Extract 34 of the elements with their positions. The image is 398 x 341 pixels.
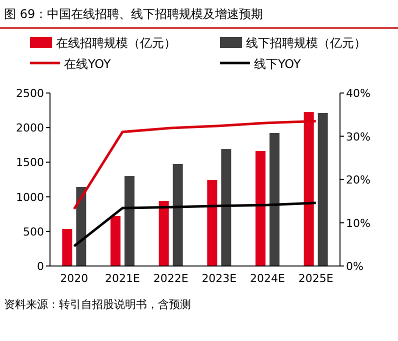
legend-label: 在线招聘规模（亿元） [56, 36, 176, 50]
bar [62, 228, 72, 266]
x-tick-label: 2020 [60, 272, 88, 285]
y2-tick-label: 30% [346, 130, 370, 144]
y-tick-label: 1500 [16, 156, 44, 170]
x-tick-label: 2025E [298, 272, 334, 285]
bar [110, 216, 120, 266]
y-tick-label: 500 [23, 225, 44, 238]
legend-label: 线下招聘规模（亿元） [246, 36, 366, 50]
y2-tick-label: 10% [346, 216, 370, 230]
y-tick-label: 2500 [16, 87, 44, 100]
bar [158, 200, 169, 266]
bar [207, 180, 218, 266]
y-tick-label: 1000 [16, 190, 44, 204]
y2-tick-label: 0% [346, 260, 364, 273]
x-tick-label: 2022E [153, 272, 188, 285]
y2-tick-label: 20% [346, 174, 370, 186]
bar [221, 149, 232, 266]
y2-tick-label: 40% [346, 87, 370, 100]
bar [172, 164, 183, 266]
bar [124, 176, 134, 266]
bar [256, 150, 266, 266]
bar [270, 133, 280, 266]
x-tick-label: 2021E [105, 272, 140, 285]
x-tick-label: 2023E [202, 272, 237, 285]
line-series [72, 202, 318, 248]
y-tick-label: 0 [37, 260, 44, 273]
x-tick-label: 2024E [250, 272, 286, 285]
legend-label: 线下YOY [254, 57, 302, 71]
legend-label: 在线YOY [64, 57, 112, 71]
text: 资料来源：转引自招股说明书，含预测 [4, 298, 191, 311]
y-tick-label: 2000 [16, 122, 44, 135]
bar [318, 113, 328, 266]
chart-title: 图 69：中国在线招聘、线下招聘规模及增速预期 [4, 7, 264, 21]
